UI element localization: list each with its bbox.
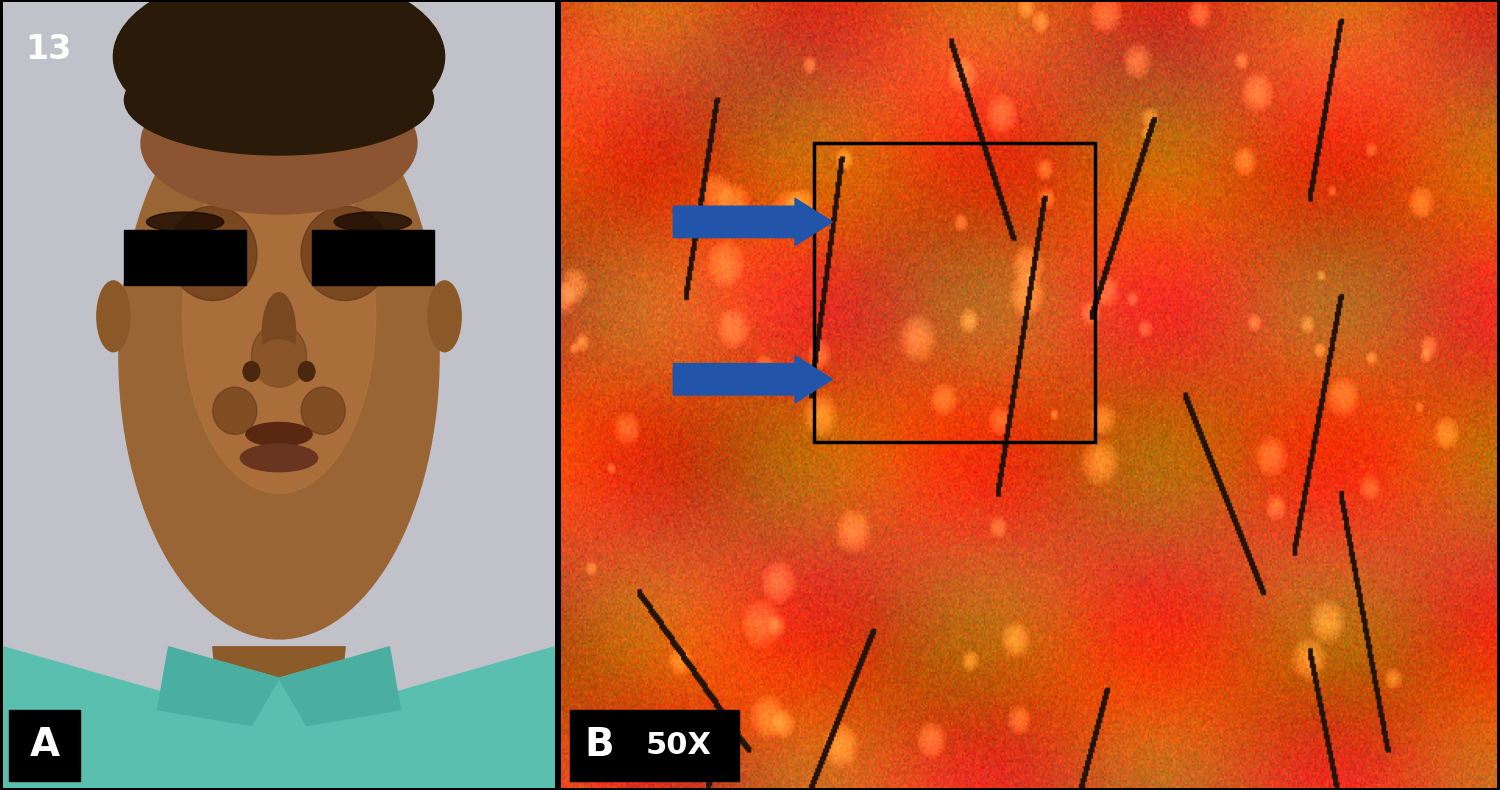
FancyArrow shape — [674, 198, 832, 246]
Ellipse shape — [114, 0, 444, 143]
Text: 50X: 50X — [645, 731, 711, 760]
FancyBboxPatch shape — [124, 230, 246, 285]
Polygon shape — [213, 647, 345, 749]
Ellipse shape — [141, 73, 417, 214]
Text: 13: 13 — [26, 33, 72, 66]
Ellipse shape — [262, 293, 296, 371]
Ellipse shape — [302, 387, 345, 434]
Text: A: A — [30, 726, 60, 764]
FancyArrow shape — [674, 356, 832, 403]
Ellipse shape — [322, 103, 400, 182]
Ellipse shape — [147, 212, 224, 231]
FancyBboxPatch shape — [570, 709, 740, 781]
Ellipse shape — [254, 340, 305, 387]
Ellipse shape — [124, 45, 433, 155]
Ellipse shape — [168, 206, 256, 300]
Ellipse shape — [302, 206, 390, 300]
Ellipse shape — [334, 212, 411, 231]
Text: B: B — [585, 726, 614, 764]
Polygon shape — [158, 647, 279, 725]
Ellipse shape — [118, 73, 439, 639]
Ellipse shape — [246, 423, 312, 446]
Ellipse shape — [246, 143, 312, 206]
Ellipse shape — [252, 324, 306, 387]
Ellipse shape — [98, 281, 130, 352]
FancyBboxPatch shape — [312, 230, 434, 285]
Polygon shape — [3, 647, 555, 788]
Ellipse shape — [158, 103, 236, 182]
Ellipse shape — [298, 362, 315, 382]
Ellipse shape — [240, 444, 318, 472]
Ellipse shape — [183, 139, 375, 493]
Ellipse shape — [213, 387, 256, 434]
Ellipse shape — [243, 362, 260, 382]
Ellipse shape — [427, 281, 460, 352]
Bar — [813, 143, 1095, 442]
FancyBboxPatch shape — [9, 709, 81, 781]
Polygon shape — [279, 647, 400, 725]
